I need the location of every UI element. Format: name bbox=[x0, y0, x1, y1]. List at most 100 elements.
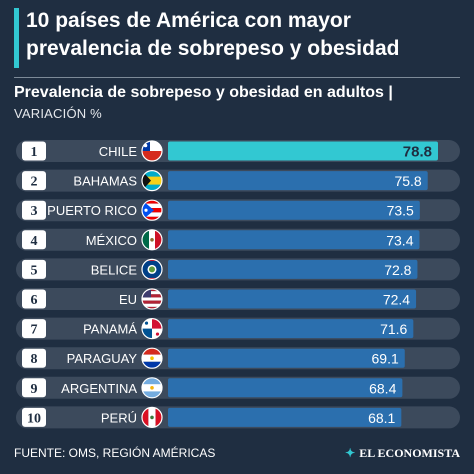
chart-subtitle: Prevalencia de sobrepeso y obesidad en a… bbox=[14, 84, 393, 101]
chart-row: 8 PARAGUAY 69.1 bbox=[16, 347, 460, 370]
value-bar bbox=[168, 319, 414, 339]
flag-part bbox=[155, 407, 162, 428]
flag-part bbox=[150, 386, 154, 390]
flag-graphic bbox=[142, 377, 162, 398]
country-label: BAHAMAS bbox=[73, 174, 137, 189]
country-label: CHILE bbox=[99, 144, 138, 159]
flag-part bbox=[150, 356, 154, 360]
rank-label: 4 bbox=[31, 234, 38, 249]
flag-part bbox=[142, 289, 151, 298]
flag-ring bbox=[141, 318, 163, 340]
flag-part bbox=[142, 216, 162, 221]
flag-part bbox=[142, 141, 162, 151]
flag-peru-icon bbox=[142, 407, 162, 428]
value-label: 78.8 bbox=[403, 144, 432, 161]
flag-graphic bbox=[142, 229, 162, 250]
chart-row: 7 PANAMÁ 71.6 bbox=[16, 317, 460, 340]
flag-part bbox=[142, 151, 162, 161]
flag-part bbox=[150, 238, 154, 242]
rank-badge bbox=[22, 171, 46, 191]
country-label: PARAGUAY bbox=[67, 351, 138, 366]
rank-label: 6 bbox=[31, 293, 38, 308]
country-label: PERÚ bbox=[101, 410, 137, 425]
flag-belize-icon bbox=[142, 259, 162, 280]
flag-graphic bbox=[142, 348, 162, 369]
flag-part bbox=[142, 291, 162, 295]
value-label: 69.1 bbox=[372, 351, 399, 367]
chart-row: 2 BAHAMAS 75.8 bbox=[16, 169, 460, 192]
value-label: 73.4 bbox=[386, 232, 413, 248]
flag-part bbox=[142, 294, 162, 298]
chart-row: 6 EU 72.4 bbox=[16, 288, 460, 310]
chart-row: 10 PERÚ 68.1 bbox=[16, 406, 460, 429]
value-bar bbox=[168, 259, 418, 279]
flag-mexico-icon bbox=[142, 229, 162, 250]
rank-badge bbox=[22, 407, 46, 427]
flag-part bbox=[142, 306, 162, 309]
flag-panama-icon bbox=[142, 318, 162, 339]
flag-ring bbox=[141, 288, 163, 310]
flag-ring bbox=[141, 199, 163, 221]
value-label: 72.8 bbox=[384, 262, 411, 278]
flag-graphic bbox=[142, 318, 162, 339]
value-bar bbox=[168, 289, 417, 309]
flag-graphic bbox=[142, 259, 162, 280]
title-line-1: 10 países de América con mayor bbox=[26, 9, 351, 32]
flag-usa-icon bbox=[142, 289, 162, 309]
rank-badge bbox=[22, 200, 46, 220]
header-divider bbox=[14, 77, 460, 78]
country-label: MÉXICO bbox=[86, 233, 137, 248]
rank-label: 1 bbox=[31, 145, 38, 160]
chart-row: 1 CHILE 78.8 bbox=[16, 140, 460, 162]
flag-paraguay-icon bbox=[142, 348, 162, 369]
rank-label: 5 bbox=[31, 263, 38, 278]
value-label: 71.6 bbox=[380, 321, 407, 337]
country-label: PUERTO RICO bbox=[47, 203, 137, 218]
country-label: BELICE bbox=[91, 262, 138, 277]
rank-label: 8 bbox=[31, 352, 38, 367]
page-title: 10 países de América con mayor prevalenc… bbox=[26, 7, 466, 63]
flag-ring bbox=[141, 229, 163, 251]
flag-part bbox=[149, 266, 155, 273]
rank-badge bbox=[22, 259, 46, 279]
brand-name: EL ECONOMISTA bbox=[359, 446, 460, 460]
title-accent-bar bbox=[14, 8, 19, 68]
flag-part bbox=[142, 277, 162, 280]
flag-part bbox=[144, 321, 149, 325]
flag-argentina-icon bbox=[142, 377, 162, 398]
value-label: 73.5 bbox=[387, 203, 414, 219]
value-label: 68.4 bbox=[369, 380, 396, 396]
flag-ring bbox=[141, 347, 163, 369]
value-bar bbox=[168, 230, 420, 250]
country-label: ARGENTINA bbox=[61, 381, 137, 396]
chart-row: 5 BELICE 72.8 bbox=[16, 258, 460, 281]
flag-ring bbox=[141, 140, 163, 162]
country-label: PANAMÁ bbox=[83, 322, 137, 337]
chart-caption: VARIACIÓN % bbox=[14, 106, 102, 121]
flag-part bbox=[142, 203, 162, 208]
flag-graphic bbox=[142, 289, 162, 309]
flag-part bbox=[144, 208, 148, 212]
flag-part bbox=[142, 361, 162, 369]
rank-label: 2 bbox=[31, 175, 38, 190]
flag-part bbox=[142, 289, 162, 292]
title-line-2: prevalencia de sobrepeso y obesidad bbox=[26, 37, 400, 60]
value-label: 72.4 bbox=[383, 292, 410, 308]
flag-part bbox=[142, 300, 162, 304]
rank-badge bbox=[22, 289, 46, 309]
rank-label: 10 bbox=[27, 411, 41, 426]
rank-badge bbox=[22, 141, 46, 161]
flag-part bbox=[142, 170, 162, 177]
value-bar bbox=[168, 407, 402, 427]
flag-graphic bbox=[142, 407, 162, 428]
flag-part bbox=[142, 303, 162, 307]
flag-part bbox=[142, 200, 162, 204]
flag-part bbox=[152, 318, 162, 329]
value-bar bbox=[168, 141, 438, 161]
flag-part bbox=[142, 348, 162, 355]
flag-part bbox=[142, 297, 162, 301]
flag-part bbox=[150, 415, 154, 420]
value-label: 68.1 bbox=[368, 410, 395, 426]
flag-part bbox=[142, 259, 162, 261]
